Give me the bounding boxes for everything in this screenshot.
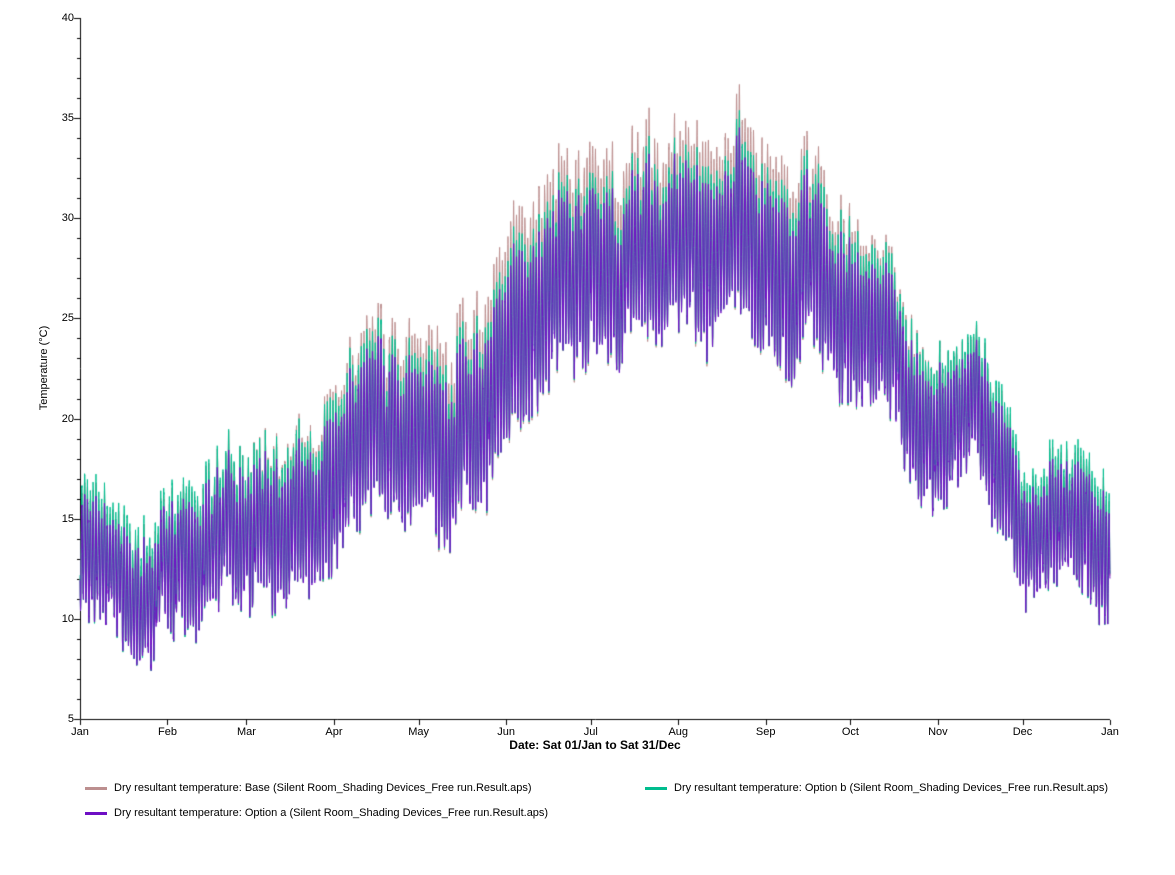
x-tick-label: Jan <box>71 726 89 738</box>
x-tick-label: Oct <box>841 726 859 738</box>
y-tick-label: 25 <box>61 312 74 325</box>
x-axis-title: Date: Sat 01/Jan to Sat 31/Dec <box>509 738 681 752</box>
x-tick-label: Aug <box>668 726 689 738</box>
legend-swatch-base-line <box>85 786 107 790</box>
plot-canvas <box>0 0 1175 770</box>
x-tick-label: May <box>408 726 430 738</box>
legend: Dry resultant temperature: Base (Silent … <box>85 782 1145 819</box>
x-tick-label: Feb <box>157 726 177 738</box>
legend-swatch-option-b-line <box>645 786 667 790</box>
y-tick-label: 20 <box>61 412 74 425</box>
x-tick-label: Mar <box>237 726 256 738</box>
x-tick-label: Jun <box>497 726 515 738</box>
x-tick-label: Nov <box>928 726 948 738</box>
y-tick-label: 5 <box>67 713 74 725</box>
x-tick-label: Sep <box>755 726 776 738</box>
legend-item-option-b: Dry resultant temperature: Option b (Sil… <box>645 782 1145 794</box>
y-tick-label: 10 <box>61 612 74 625</box>
x-tick-label: Dec <box>1012 726 1033 738</box>
legend-swatch-option-a-line <box>85 811 107 815</box>
legend-label-option-b: Dry resultant temperature: Option b (Sil… <box>674 782 1109 794</box>
y-axis-title: Temperature (°C) <box>38 325 50 411</box>
legend-label-base: Dry resultant temperature: Base (Silent … <box>114 782 532 794</box>
legend-item-base: Dry resultant temperature: Base (Silent … <box>85 782 635 794</box>
legend-item-option-a: Dry resultant temperature: Option a (Sil… <box>85 807 635 819</box>
y-tick-label: 40 <box>61 12 74 24</box>
x-tick-label: Jul <box>583 726 598 738</box>
y-tick-label: 30 <box>61 212 74 225</box>
y-tick-label: 15 <box>61 512 74 525</box>
legend-label-option-a: Dry resultant temperature: Option a (Sil… <box>114 807 549 819</box>
x-tick-label: Apr <box>325 726 343 738</box>
x-tick-label: Jan <box>1101 726 1119 738</box>
y-tick-label: 35 <box>61 112 74 125</box>
